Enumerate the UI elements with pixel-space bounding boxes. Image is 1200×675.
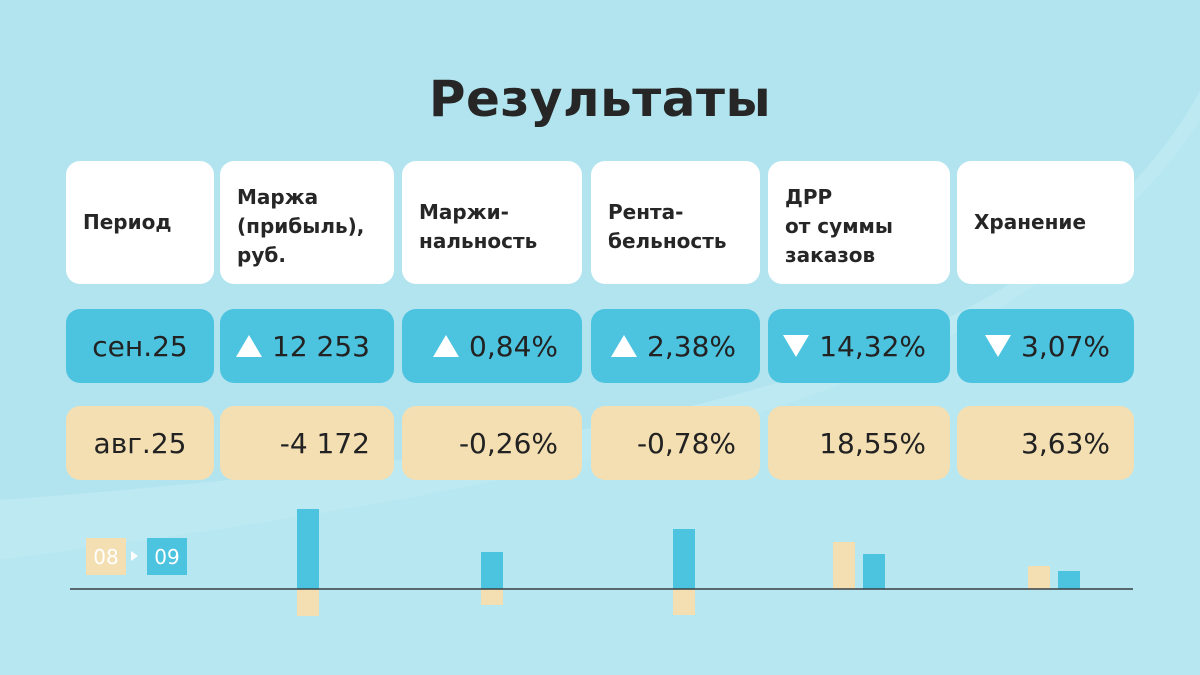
sep-margin-value: 12 253	[272, 329, 370, 363]
header-drr-label: ДРР от суммы заказов	[785, 185, 893, 267]
sep-drr-cell: 14,32%	[768, 309, 950, 383]
bar-drr-09	[863, 554, 885, 589]
aug-profitability-cell: -0,78%	[591, 406, 760, 480]
aug-storage-value: 3,63%	[1021, 426, 1110, 460]
header-period: Период	[66, 161, 214, 284]
aug-profitability-value: -0,78%	[636, 426, 736, 460]
sep-drr-value: 14,32%	[819, 329, 926, 363]
bar-margin-09	[297, 509, 319, 589]
page-title: Результаты	[428, 70, 772, 128]
header-marginality: Маржи- нальность	[402, 161, 582, 284]
aug-marginality-value: -0,26%	[458, 426, 558, 460]
aug-margin-cell: -4 172	[220, 406, 394, 480]
sep-marginality-value: 0,84%	[469, 329, 558, 363]
header-drr: ДРР от суммы заказов	[768, 161, 950, 284]
header-storage-label: Хранение	[974, 210, 1087, 234]
trend-up-icon	[236, 335, 263, 357]
legend-prev: 08	[86, 538, 126, 575]
header-margin: Маржа (прибыль), руб.	[220, 161, 394, 284]
header-storage: Хранение	[957, 161, 1134, 284]
aug-storage-cell: 3,63%	[957, 406, 1134, 480]
header-marginality-label: Маржи- нальность	[419, 200, 538, 253]
period-sep: сен.25	[66, 309, 214, 383]
bar-storage-08	[1028, 566, 1050, 589]
sep-storage-value: 3,07%	[1021, 329, 1110, 363]
sep-storage-cell: 3,07%	[957, 309, 1134, 383]
bar-marginality-08	[481, 589, 503, 605]
aug-margin-value: -4 172	[279, 426, 370, 460]
bar-marginality-09	[481, 552, 503, 589]
sep-profitability-cell: 2,38%	[591, 309, 760, 383]
legend-prev-label: 08	[93, 544, 119, 569]
trend-down-icon	[985, 335, 1012, 357]
header-margin-label: Маржа (прибыль), руб.	[237, 185, 365, 267]
bar-profitability-09	[673, 529, 695, 589]
trend-up-icon	[611, 335, 638, 357]
period-aug-label: авг.25	[93, 426, 187, 460]
bar-storage-09	[1058, 571, 1080, 589]
trend-up-icon	[433, 335, 460, 357]
aug-drr-value: 18,55%	[819, 426, 926, 460]
aug-marginality-cell: -0,26%	[402, 406, 582, 480]
comparison-bar-chart	[70, 509, 1133, 616]
sep-margin-cell: 12 253	[220, 309, 394, 383]
header-profitability-label: Рента- бельность	[608, 200, 727, 253]
legend-next-label: 09	[154, 544, 180, 569]
header-profitability: Рента- бельность	[591, 161, 760, 284]
bar-margin-08	[297, 589, 319, 616]
bar-profitability-08	[673, 589, 695, 615]
header-period-label: Период	[83, 210, 172, 234]
bar-drr-08	[833, 542, 855, 589]
legend-arrow-icon	[131, 551, 138, 561]
aug-drr-cell: 18,55%	[768, 406, 950, 480]
period-aug: авг.25	[66, 406, 214, 480]
trend-down-icon	[783, 335, 810, 357]
sep-marginality-cell: 0,84%	[402, 309, 582, 383]
legend-next: 09	[147, 538, 187, 575]
period-sep-label: сен.25	[92, 329, 188, 363]
sep-profitability-value: 2,38%	[647, 329, 736, 363]
